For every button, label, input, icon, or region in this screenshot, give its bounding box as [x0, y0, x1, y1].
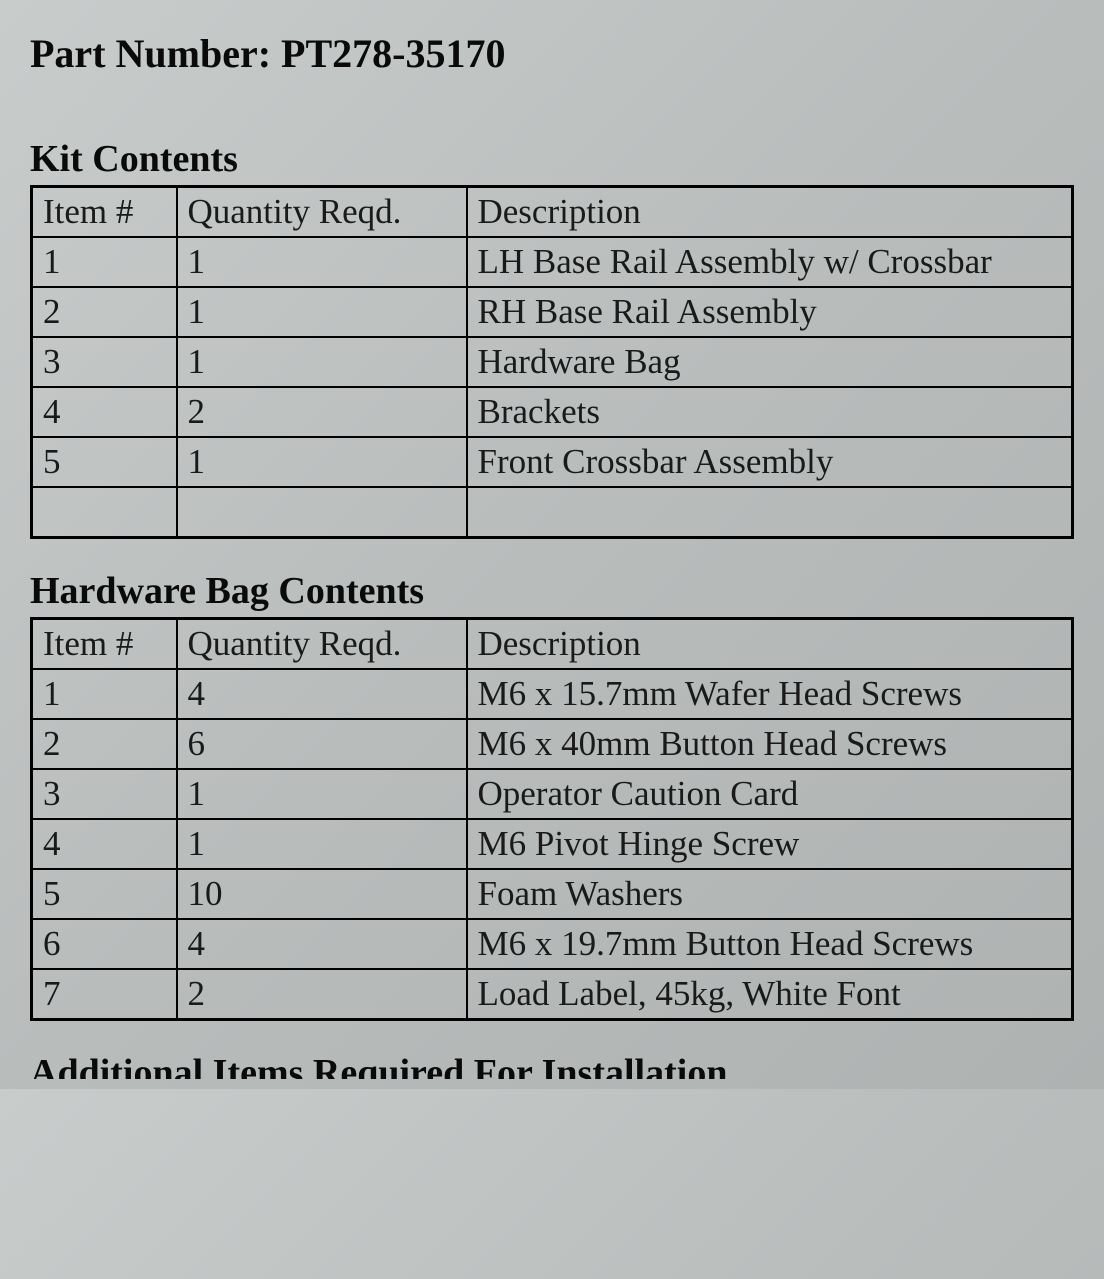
hardware-bag-title: Hardware Bag Contents [30, 569, 1074, 613]
col-header-desc: Description [467, 187, 1073, 238]
cell-item: 1 [32, 669, 177, 719]
cell-qty: 1 [177, 437, 467, 487]
cell-desc: M6 x 15.7mm Wafer Head Screws [467, 669, 1073, 719]
cell-item: 3 [32, 769, 177, 819]
part-number-label: Part Number: [30, 31, 271, 76]
cell-desc: M6 x 40mm Button Head Screws [467, 719, 1073, 769]
cell-desc: Foam Washers [467, 869, 1073, 919]
cell-item: 7 [32, 969, 177, 1020]
cell-item: 5 [32, 869, 177, 919]
cell-qty: 1 [177, 819, 467, 869]
col-header-item: Item # [32, 619, 177, 670]
cell-desc: LH Base Rail Assembly w/ Crossbar [467, 237, 1073, 287]
cell-desc: Brackets [467, 387, 1073, 437]
cell-item: 6 [32, 919, 177, 969]
table-row: 5 1 Front Crossbar Assembly [32, 437, 1073, 487]
table-row: 4 2 Brackets [32, 387, 1073, 437]
table-header-row: Item # Quantity Reqd. Description [32, 619, 1073, 670]
cell-qty: 10 [177, 869, 467, 919]
cell-item: 2 [32, 719, 177, 769]
cell-desc: Front Crossbar Assembly [467, 437, 1073, 487]
cell-item: 1 [32, 237, 177, 287]
table-header-row: Item # Quantity Reqd. Description [32, 187, 1073, 238]
table-row [32, 487, 1073, 538]
cell-desc: Operator Caution Card [467, 769, 1073, 819]
cell-qty: 6 [177, 719, 467, 769]
cell-desc: M6 x 19.7mm Button Head Screws [467, 919, 1073, 969]
cell-qty: 2 [177, 969, 467, 1020]
cell-qty: 1 [177, 237, 467, 287]
cell-item: 5 [32, 437, 177, 487]
table-row: 6 4 M6 x 19.7mm Button Head Screws [32, 919, 1073, 969]
table-row: 5 10 Foam Washers [32, 869, 1073, 919]
col-header-qty: Quantity Reqd. [177, 187, 467, 238]
cell-qty: 4 [177, 919, 467, 969]
cell-item [32, 487, 177, 538]
kit-contents-table: Item # Quantity Reqd. Description 1 1 LH… [30, 185, 1074, 539]
part-number-value: PT278-35170 [281, 31, 505, 76]
kit-contents-title: Kit Contents [30, 137, 1074, 181]
table-row: 4 1 M6 Pivot Hinge Screw [32, 819, 1073, 869]
hardware-bag-table: Item # Quantity Reqd. Description 1 4 M6… [30, 617, 1074, 1021]
table-row: 2 6 M6 x 40mm Button Head Screws [32, 719, 1073, 769]
col-header-item: Item # [32, 187, 177, 238]
cell-qty: 4 [177, 669, 467, 719]
cell-item: 4 [32, 819, 177, 869]
cell-qty: 1 [177, 287, 467, 337]
table-row: 3 1 Hardware Bag [32, 337, 1073, 387]
cell-desc [467, 487, 1073, 538]
cell-qty: 2 [177, 387, 467, 437]
cell-qty [177, 487, 467, 538]
cell-desc: RH Base Rail Assembly [467, 287, 1073, 337]
cell-qty: 1 [177, 337, 467, 387]
cell-item: 3 [32, 337, 177, 387]
col-header-desc: Description [467, 619, 1073, 670]
table-row: 1 1 LH Base Rail Assembly w/ Crossbar [32, 237, 1073, 287]
table-row: 7 2 Load Label, 45kg, White Font [32, 969, 1073, 1020]
cell-qty: 1 [177, 769, 467, 819]
table-row: 2 1 RH Base Rail Assembly [32, 287, 1073, 337]
cell-desc: Hardware Bag [467, 337, 1073, 387]
cell-desc: Load Label, 45kg, White Font [467, 969, 1073, 1020]
part-number-heading: Part Number: PT278-35170 [30, 30, 1074, 77]
cell-desc: M6 Pivot Hinge Screw [467, 819, 1073, 869]
table-row: 1 4 M6 x 15.7mm Wafer Head Screws [32, 669, 1073, 719]
cell-item: 4 [32, 387, 177, 437]
col-header-qty: Quantity Reqd. [177, 619, 467, 670]
additional-items-heading-partial: Additional Items Required For Installati… [30, 1051, 1074, 1079]
table-row: 3 1 Operator Caution Card [32, 769, 1073, 819]
cell-item: 2 [32, 287, 177, 337]
